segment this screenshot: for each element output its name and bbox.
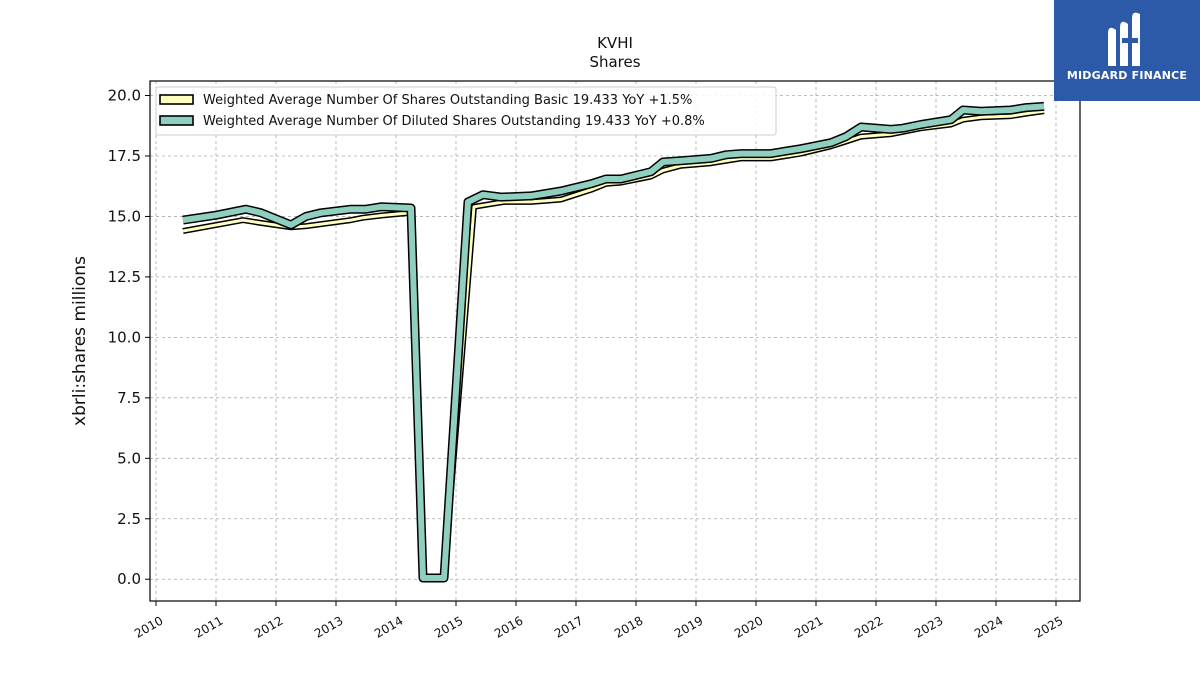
- x-tick-label: 2020: [732, 613, 765, 640]
- grid: [150, 81, 1080, 601]
- y-axis: 0.0 2.5 5.0 7.5 10.0 12.5 15.0 17.5 20.0: [108, 87, 150, 588]
- y-tick-label: 0.0: [117, 570, 141, 588]
- legend-box: [155, 86, 777, 136]
- legend-label: Weighted Average Number Of Shares Outsta…: [203, 93, 692, 108]
- x-tick-label: 2013: [312, 613, 345, 640]
- y-tick-label: 2.5: [117, 510, 141, 528]
- y-tick-label: 5.0: [117, 449, 141, 467]
- chart-subtitle: Shares: [589, 53, 640, 71]
- midgard-monogram-icon: [1108, 12, 1140, 67]
- series-layer: [182, 101, 1045, 583]
- x-tick-label: 2025: [1032, 613, 1065, 640]
- x-axis: 2010 2011 2012 2013 2014 2015 2016 2017 2018 2019…: [132, 601, 1066, 641]
- x-tick-label: 2011: [192, 613, 225, 640]
- x-tick-label: 2015: [432, 613, 465, 640]
- x-tick-label: 2024: [972, 613, 1005, 640]
- x-tick-label: 2022: [852, 613, 885, 640]
- plot-frame: [149, 80, 1081, 602]
- y-tick-label: 12.5: [108, 268, 141, 286]
- series-2-line: [182, 103, 1045, 581]
- x-tick-label: 2010: [132, 613, 165, 640]
- legend-swatch: [159, 94, 194, 105]
- x-tick-label: 2018: [612, 613, 645, 640]
- logo-text: MIDGARD FINANCE: [1066, 69, 1188, 82]
- x-tick-label: 2016: [492, 613, 525, 640]
- legend-swatch: [159, 115, 194, 126]
- y-tick-label: 20.0: [108, 87, 141, 105]
- y-tick-label: 10.0: [108, 328, 141, 346]
- x-tick-label: 2019: [672, 613, 705, 640]
- brand-logo: MIDGARD FINANCE: [1054, 0, 1200, 101]
- y-tick-label: 7.5: [117, 389, 141, 407]
- x-tick-label: 2014: [372, 613, 405, 640]
- legend-label: Weighted Average Number Of Diluted Share…: [203, 114, 705, 129]
- x-tick-label: 2023: [912, 613, 945, 640]
- x-tick-label: 2017: [552, 613, 585, 640]
- y-tick-label: 17.5: [108, 147, 141, 165]
- y-axis-label: xbrli:shares millions: [70, 256, 90, 426]
- legend: Weighted Average Number Of Shares Outsta…: [155, 86, 777, 136]
- x-tick-label: 2012: [252, 613, 285, 640]
- x-tick-label: 2021: [792, 613, 825, 640]
- chart-title: KVHI: [597, 34, 633, 52]
- y-tick-label: 15.0: [108, 207, 141, 225]
